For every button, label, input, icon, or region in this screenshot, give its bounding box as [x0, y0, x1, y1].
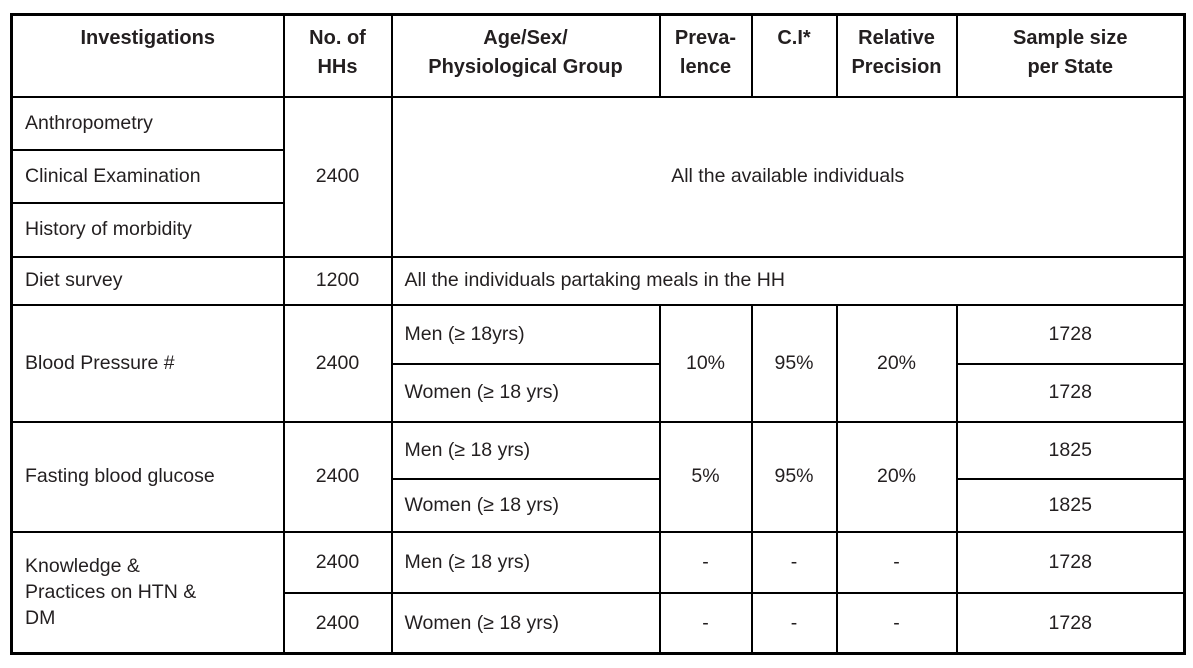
row-clinical-examination: Clinical Examination — [10, 148, 1185, 204]
col-header-prevalence: Preva- lence — [658, 13, 753, 98]
cell-investigation-history-of-morbidity: History of morbidity — [10, 201, 285, 258]
cell-relative-precision-knowledge-practices-women: - — [835, 591, 958, 655]
cell-group-knowledge-practices-women: Women (≥ 18 yrs) — [390, 591, 661, 655]
cell-investigation-clinical-examination: Clinical Examination — [10, 148, 285, 204]
cell-hhs-blood-pressure: 2400 — [282, 303, 393, 423]
cell-group-blood-pressure-men: Men (≥ 18yrs) — [390, 303, 661, 365]
row-fasting-glucose-women: Women (≥ 18 yrs) 1825 — [12, 477, 1186, 533]
cell-investigation-blood-pressure: Blood Pressure # — [10, 303, 285, 423]
cell-prevalence-knowledge-practices-men: - — [658, 530, 753, 594]
cell-prevalence-knowledge-practices-women: - — [658, 591, 753, 655]
cell-relative-precision-fasting-glucose: 20% — [835, 420, 958, 533]
cell-investigation-diet-survey: Diet survey — [10, 255, 285, 306]
cell-ci-blood-pressure: 95% — [750, 303, 838, 423]
cell-prevalence-blood-pressure: 10% — [658, 303, 753, 423]
cell-sample-knowledge-practices-women: 1728 — [955, 591, 1186, 655]
cell-investigation-fasting-glucose: Fasting blood glucose — [10, 420, 285, 533]
col-header-no-of-hhs: No. of HHs — [282, 13, 393, 98]
cell-sample-blood-pressure-men: 1728 — [955, 303, 1186, 365]
row-blood-pressure-women: Women (≥ 18 yrs) 1728 — [12, 362, 1186, 423]
cell-relative-precision-blood-pressure: 20% — [835, 303, 958, 423]
col-header-relative-precision: Relative Precision — [835, 13, 958, 98]
cell-sample-blood-pressure-women: 1728 — [955, 362, 1186, 423]
cell-group-fasting-glucose-women: Women (≥ 18 yrs) — [390, 477, 661, 533]
cell-ci-knowledge-practices-men: - — [750, 530, 838, 594]
col-header-ci: C.I* — [750, 13, 838, 98]
row-diet-survey: Diet survey 1200 All the individuals par… — [10, 255, 1186, 306]
row-blood-pressure-men: Blood Pressure # 2400 Men (≥ 18yrs) 10% … — [10, 303, 1186, 423]
cell-hhs-knowledge-practices-women: 2400 — [282, 591, 393, 655]
cell-hhs-knowledge-practices-men: 2400 — [282, 530, 393, 594]
row-knowledge-practices-men: Knowledge & Practices on HTN & DM 2400 M… — [10, 530, 1186, 655]
cell-group-knowledge-practices-men: Men (≥ 18 yrs) — [390, 530, 661, 594]
col-header-age-sex-group: Age/Sex/ Physiological Group — [390, 13, 661, 98]
row-anthropometry: Anthropometry 2400 All the available ind… — [10, 95, 1186, 258]
cell-relative-precision-knowledge-practices-men: - — [835, 530, 958, 594]
cell-sample-fasting-glucose-women: 1825 — [955, 477, 1186, 533]
sampling-design-table: Investigations No. of HHs Age/Sex/ Physi… — [10, 13, 1186, 655]
cell-note-diet-survey: All the individuals partaking meals in t… — [390, 255, 1186, 306]
cell-investigation-knowledge-practices: Knowledge & Practices on HTN & DM — [10, 530, 285, 655]
header-row: Investigations No. of HHs Age/Sex/ Physi… — [10, 13, 1186, 98]
cell-sample-knowledge-practices-men: 1728 — [955, 530, 1186, 594]
cell-note-available-individuals: All the available individuals — [390, 95, 1186, 258]
col-header-sample-size: Sample size per State — [955, 13, 1186, 98]
cell-investigation-anthropometry: Anthropometry — [10, 95, 285, 151]
row-history-of-morbidity: History of morbidity — [10, 201, 1185, 258]
cell-ci-knowledge-practices-women: - — [750, 591, 838, 655]
cell-hhs-available-individuals: 2400 — [282, 95, 393, 258]
cell-hhs-fasting-glucose: 2400 — [282, 420, 393, 533]
cell-sample-fasting-glucose-men: 1825 — [955, 420, 1186, 480]
cell-hhs-diet-survey: 1200 — [282, 255, 393, 306]
cell-group-fasting-glucose-men: Men (≥ 18 yrs) — [390, 420, 661, 480]
row-knowledge-practices-women: 2400 Women (≥ 18 yrs) - - - 1728 — [12, 591, 1186, 655]
col-header-investigations: Investigations — [10, 13, 285, 98]
cell-prevalence-fasting-glucose: 5% — [658, 420, 753, 533]
cell-group-blood-pressure-women: Women (≥ 18 yrs) — [390, 362, 661, 423]
cell-ci-fasting-glucose: 95% — [750, 420, 838, 533]
row-fasting-glucose-men: Fasting blood glucose 2400 Men (≥ 18 yrs… — [10, 420, 1186, 533]
